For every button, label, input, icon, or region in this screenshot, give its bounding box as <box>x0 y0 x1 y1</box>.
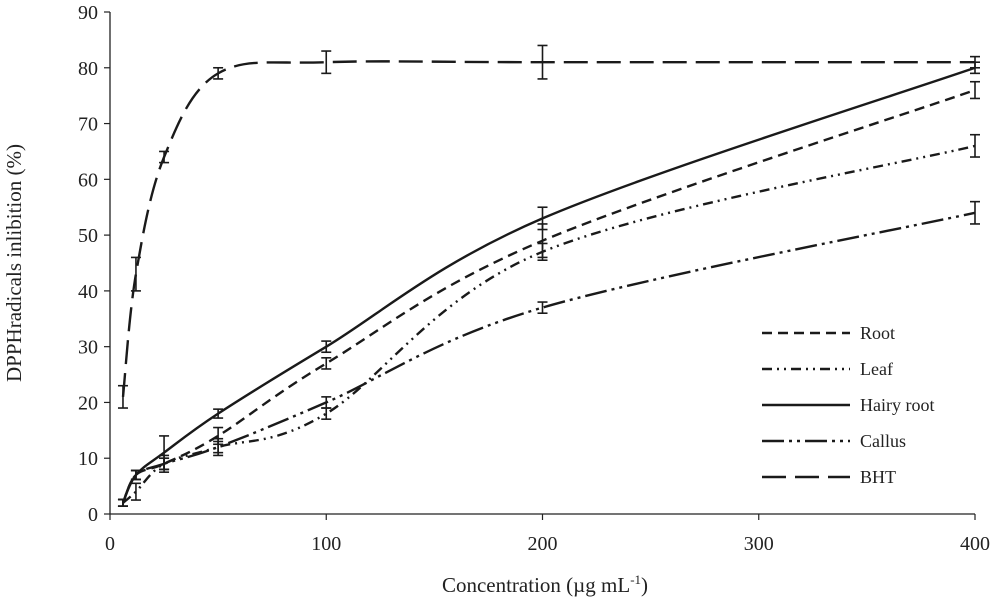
y-axis-title: DPPHradicals inlibition (%) <box>2 144 26 382</box>
legend-label-root: Root <box>860 323 895 343</box>
legend-item-hairy-root: Hairy root <box>762 395 934 415</box>
x-axis-title-main: Concentration (µg mL <box>442 573 630 597</box>
error-bar-leaf <box>537 242 548 262</box>
legend-item-root: Root <box>762 323 895 343</box>
y-tick-label: 90 <box>78 2 98 24</box>
y-tick-label: 50 <box>78 225 98 247</box>
error-bar-callus <box>117 498 128 507</box>
y-tick-label: 40 <box>78 281 98 303</box>
x-ticks: 0 100 200 300 400 <box>105 514 990 555</box>
x-axis-title-close: ) <box>641 573 648 597</box>
error-bar-root <box>970 80 980 100</box>
error-bar-bht <box>213 66 224 80</box>
series-bht <box>117 44 980 409</box>
legend-item-callus: Callus <box>762 431 906 451</box>
series-callus <box>117 200 980 507</box>
series-line-hairy-root <box>121 66 976 504</box>
error-bar-hairy-root <box>321 340 332 354</box>
series-line-root <box>121 88 976 504</box>
series-layer <box>117 44 980 507</box>
error-bar-bht <box>117 384 128 409</box>
error-bar-leaf <box>321 407 332 420</box>
error-bar-bht <box>321 50 332 75</box>
series-line-bht <box>121 60 975 398</box>
y-tick-label: 60 <box>78 169 98 191</box>
x-tick-label: 100 <box>311 533 341 555</box>
error-bar-hairy-root <box>537 206 548 231</box>
x-tick-label: 0 <box>105 533 115 555</box>
x-tick-label: 200 <box>528 533 558 555</box>
error-bar-callus <box>130 469 141 481</box>
legend-item-bht: BHT <box>762 467 896 487</box>
x-axis-title-superscript: -1 <box>630 572 641 587</box>
error-bar-callus <box>213 440 224 454</box>
legend-label-hairy-root: Hairy root <box>860 395 934 415</box>
y-tick-label: 70 <box>78 114 98 136</box>
y-tick-label: 0 <box>88 504 98 526</box>
legend-item-leaf: Leaf <box>762 359 893 379</box>
x-tick-label: 300 <box>744 533 774 555</box>
error-bar-callus <box>321 396 332 409</box>
error-bar-bht <box>159 150 170 164</box>
error-bar-callus <box>537 301 548 315</box>
y-ticks: 0 10 20 30 40 50 60 70 80 90 <box>78 2 110 526</box>
series-line-callus <box>121 211 976 504</box>
error-bar-root <box>321 357 332 370</box>
legend-label-callus: Callus <box>860 431 906 451</box>
error-bar-bht <box>130 256 141 292</box>
y-tick-label: 10 <box>78 448 98 470</box>
series-hairy-root <box>117 61 980 507</box>
y-tick-label: 20 <box>78 392 98 414</box>
error-bar-bht <box>970 55 980 69</box>
series-line-leaf <box>122 144 976 504</box>
series-leaf <box>117 133 980 507</box>
x-tick-label: 400 <box>960 533 990 555</box>
error-bar-leaf <box>130 482 141 501</box>
legend-label-bht: BHT <box>860 467 896 487</box>
error-bar-callus <box>159 457 170 471</box>
error-bar-callus <box>970 200 980 225</box>
legend-label-leaf: Leaf <box>860 359 893 379</box>
error-bar-hairy-root <box>213 408 224 419</box>
y-tick-label: 80 <box>78 58 98 80</box>
legend: Root Leaf Hairy root Callus BHT <box>762 323 934 487</box>
error-bar-bht <box>537 44 548 80</box>
error-bar-leaf <box>970 133 980 158</box>
y-tick-label: 30 <box>78 337 98 359</box>
series-root <box>117 80 980 507</box>
x-axis-title: Concentration (µg mL-1) <box>442 572 648 597</box>
